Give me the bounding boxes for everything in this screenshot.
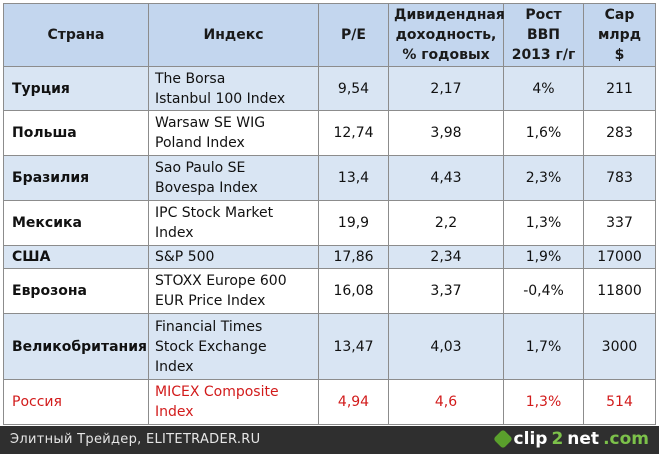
country-cell: Еврозона (3, 268, 149, 314)
cap-cell: 211 (583, 66, 656, 111)
table-row: Мексика IPC Stock Market Index 19,9 2,2 … (3, 200, 656, 246)
index-line: Index (155, 225, 194, 241)
country-cell: Великобритания (3, 313, 149, 380)
gdp-cell: 1,3% (503, 200, 584, 246)
header-cap-line: Cap (604, 7, 635, 23)
index-line: IPC Stock Market (155, 205, 274, 221)
pe-cell: 12,74 (318, 110, 389, 156)
table-row: Турция The Borsa Istanbul 100 Index 9,54… (3, 66, 656, 111)
index-cell: Financial Times Stock Exchange Index (148, 313, 319, 380)
cap-cell: 514 (583, 379, 656, 425)
logo-text-part: .com (603, 429, 649, 449)
index-line: Bovespa Index (155, 180, 258, 196)
cap-cell: 783 (583, 155, 656, 201)
index-line: Financial Times (155, 318, 263, 335)
header-cap: Cap млрд $ (583, 3, 656, 67)
index-cell: S&P 500 (148, 245, 319, 269)
gdp-cell: 1,9% (503, 245, 584, 269)
country-cell: Турция (3, 66, 149, 111)
country-cell: Мексика (3, 200, 149, 246)
index-line: The Borsa (155, 70, 226, 87)
header-gdp-line: 2013 г/г (511, 47, 576, 63)
header-gdp: Рост ВВП 2013 г/г (503, 3, 584, 67)
gdp-cell: 1,3% (503, 379, 584, 425)
pe-cell: 9,54 (318, 66, 389, 111)
gdp-cell: -0,4% (503, 268, 584, 314)
pe-cell: 16,08 (318, 268, 389, 314)
header-dividend: Дивидендная доходность, % годовых (388, 3, 505, 67)
dividend-cell: 3,37 (388, 268, 504, 314)
table-row: Еврозона STOXX Europe 600 EUR Price Inde… (3, 268, 656, 314)
header-index: Индекс (148, 3, 319, 67)
cap-cell: 337 (583, 200, 656, 246)
dividend-cell: 4,6 (388, 379, 504, 425)
logo-bubble-icon (492, 429, 513, 449)
index-line: Index (155, 404, 194, 420)
index-line: Stock Exchange (155, 338, 267, 355)
index-line: Warsaw SE WIG (155, 115, 266, 131)
header-row: Страна Индекс P/E Дивидендная доходность… (3, 3, 656, 67)
cap-cell: 17000 (583, 245, 656, 269)
header-pe: P/E (318, 3, 389, 67)
table-row-highlighted: Россия MICEX Composite Index 4,94 4,6 1,… (3, 379, 656, 425)
country-cell: США (3, 245, 149, 269)
header-country: Страна (3, 3, 149, 67)
header-dividend-line: Дивидендная (394, 7, 505, 23)
dividend-cell: 4,43 (388, 155, 504, 201)
header-cap-line: млрд (597, 27, 642, 43)
logo-text-part: net (567, 429, 600, 449)
index-line: STOXX Europe 600 (155, 273, 287, 289)
index-line: MICEX Composite (155, 384, 279, 400)
index-line: Index (155, 358, 194, 375)
index-cell: IPC Stock Market Index (148, 200, 319, 246)
gdp-cell: 1,6% (503, 110, 584, 156)
comparison-table: Страна Индекс P/E Дивидендная доходность… (3, 3, 656, 425)
gdp-cell: 4% (503, 66, 584, 111)
cap-cell: 11800 (583, 268, 656, 314)
index-cell: The Borsa Istanbul 100 Index (148, 66, 319, 111)
gdp-cell: 2,3% (503, 155, 584, 201)
dividend-cell: 2,2 (388, 200, 504, 246)
index-line: Sao Paulo SE (155, 160, 246, 176)
pe-cell: 13,4 (318, 155, 389, 201)
index-cell: Warsaw SE WIG Poland Index (148, 110, 319, 156)
dividend-cell: 2,34 (388, 245, 504, 269)
header-dividend-line: доходность, (395, 27, 497, 43)
logo-text-part: 2 (551, 429, 564, 449)
table-row: Бразилия Sao Paulo SE Bovespa Index 13,4… (3, 155, 656, 201)
table-row: США S&P 500 17,86 2,34 1,9% 17000 (3, 245, 656, 269)
index-line: S&P 500 (155, 249, 215, 265)
country-cell: Россия (3, 379, 149, 425)
index-line: EUR Price Index (155, 293, 266, 309)
table-row: Великобритания Financial Times Stock Exc… (3, 313, 656, 380)
country-cell: Бразилия (3, 155, 149, 201)
logo-text-part: clip (513, 429, 548, 449)
header-cap-line: $ (614, 47, 625, 63)
header-dividend-line: % годовых (402, 47, 490, 63)
cap-cell: 3000 (583, 313, 656, 380)
pe-cell: 19,9 (318, 200, 389, 246)
table-row: Польша Warsaw SE WIG Poland Index 12,74 … (3, 110, 656, 156)
country-cell: Польша (3, 110, 149, 156)
gdp-cell: 1,7% (503, 313, 584, 380)
source-credit: Элитный Трейдер, ELITETRADER.RU (10, 432, 261, 447)
index-line: Istanbul 100 Index (155, 90, 286, 107)
pe-cell: 4,94 (318, 379, 389, 425)
pe-cell: 13,47 (318, 313, 389, 380)
dividend-cell: 2,17 (388, 66, 504, 111)
footer-bar: Элитный Трейдер, ELITETRADER.RU clip 2 net… (0, 426, 659, 454)
header-gdp-line: ВВП (526, 27, 561, 43)
cap-cell: 283 (583, 110, 656, 156)
pe-cell: 17,86 (318, 245, 389, 269)
dividend-cell: 3,98 (388, 110, 504, 156)
header-gdp-line: Рост (525, 7, 562, 23)
index-line: Poland Index (155, 135, 245, 151)
index-cell: STOXX Europe 600 EUR Price Index (148, 268, 319, 314)
index-cell: MICEX Composite Index (148, 379, 319, 425)
index-cell: Sao Paulo SE Bovespa Index (148, 155, 319, 201)
clip2net-logo[interactable]: clip 2 net .com (492, 429, 649, 449)
dividend-cell: 4,03 (388, 313, 504, 380)
